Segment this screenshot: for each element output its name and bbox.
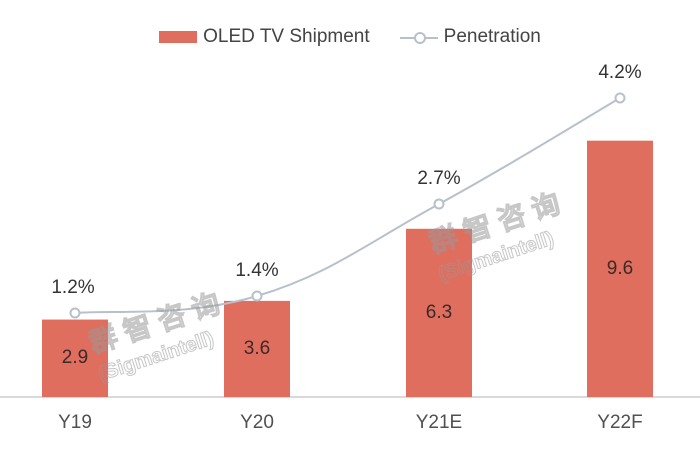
penetration-value-label: 1.4% [235, 260, 279, 281]
bar-y22f [587, 140, 653, 397]
line-marker [69, 307, 81, 319]
line-marker-icon [399, 30, 438, 44]
bar-swatch-icon [159, 31, 198, 43]
legend-item-shipment: OLED TV Shipment [159, 26, 370, 48]
line-marker [251, 290, 263, 302]
legend-label-penetration: Penetration [443, 26, 541, 47]
penetration-line [74, 97, 621, 314]
x-tick-label: Y21E [415, 412, 463, 433]
bar-value-label: 9.6 [606, 257, 634, 279]
bar-value-label: 3.6 [243, 337, 271, 359]
line-marker [614, 92, 626, 104]
bar-value-label: 2.9 [61, 347, 89, 369]
bar-y21e [406, 228, 472, 397]
x-tick-label: Y20 [240, 412, 274, 433]
bar-series [42, 140, 653, 397]
bar-y19 [42, 319, 108, 397]
bar-y20 [224, 300, 290, 397]
line-markers [69, 92, 626, 319]
legend-item-penetration: Penetration [399, 26, 541, 48]
bar-value-label: 6.3 [425, 301, 453, 323]
watermark: 群 智 咨 询 (Sigmaintell) 群 智 咨 询 (Sigmainte… [85, 187, 564, 386]
x-tick-label: Y22F [597, 412, 643, 433]
penetration-value-label: 2.7% [417, 168, 461, 189]
x-tick-label: Y19 [58, 412, 92, 433]
legend: OLED TV Shipment Penetration [0, 26, 700, 48]
penetration-value-label: 1.2% [51, 277, 95, 298]
penetration-value-label: 4.2% [598, 62, 642, 83]
legend-label-shipment: OLED TV Shipment [203, 26, 370, 47]
line-marker [433, 198, 445, 210]
